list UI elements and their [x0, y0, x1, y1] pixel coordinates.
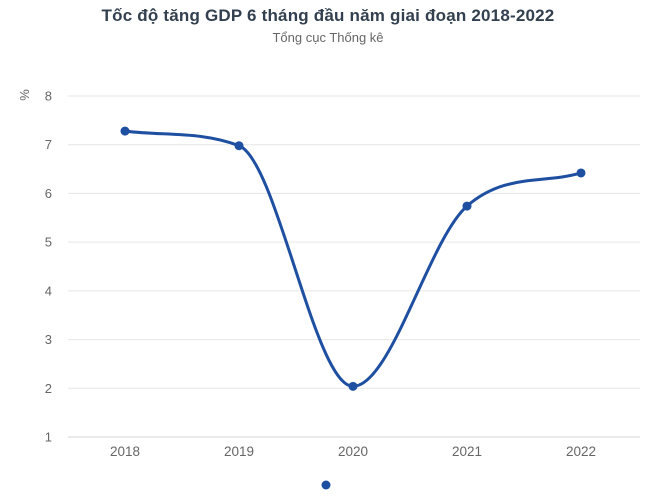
y-tick-label-5: 5: [45, 235, 52, 250]
chart-title: Tốc độ tăng GDP 6 tháng đầu năm giai đoạ…: [101, 6, 555, 25]
x-tick-label-2020: 2020: [338, 444, 368, 459]
y-tick-label-3: 3: [45, 332, 52, 347]
data-point-2018[interactable]: [120, 126, 130, 136]
y-tick-label-4: 4: [45, 283, 52, 298]
legend-marker[interactable]: [321, 480, 331, 490]
data-point-2021[interactable]: [462, 201, 472, 211]
x-tick-label-2018: 2018: [110, 444, 140, 459]
x-tick-label-2019: 2019: [224, 444, 254, 459]
x-tick-label-2021: 2021: [452, 444, 482, 459]
data-point-2019[interactable]: [234, 141, 244, 151]
y-tick-label-6: 6: [45, 186, 52, 201]
y-tick-label-8: 8: [45, 89, 52, 104]
data-point-2020[interactable]: [348, 381, 358, 391]
y-tick-label-1: 1: [45, 430, 52, 445]
x-tick-label-2022: 2022: [566, 444, 596, 459]
data-point-2022[interactable]: [576, 168, 586, 178]
y-tick-label-7: 7: [45, 137, 52, 152]
series-line: [123, 129, 583, 388]
chart-subtitle: Tổng cục Thống kê: [272, 30, 384, 45]
y-axis-unit-label: %: [17, 89, 32, 101]
y-tick-label-2: 2: [45, 381, 52, 396]
